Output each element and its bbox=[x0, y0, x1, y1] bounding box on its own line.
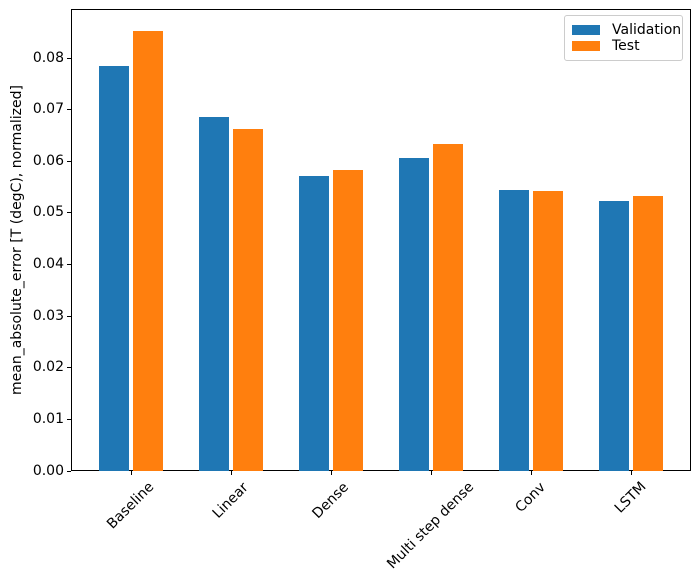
y-tick-label: 0.07 bbox=[32, 101, 64, 118]
bar-validation-conv bbox=[499, 189, 529, 471]
x-tick-label-linear: Linear bbox=[209, 479, 252, 522]
plot-area bbox=[71, 9, 691, 471]
bar-validation-multi-step-dense bbox=[399, 158, 429, 471]
y-tick-label: 0.05 bbox=[32, 204, 64, 221]
x-tick-mark bbox=[230, 471, 232, 475]
bar-validation-dense bbox=[299, 176, 329, 471]
x-tick-label-dense: Dense bbox=[309, 478, 352, 522]
y-tick-label: 0.08 bbox=[32, 49, 64, 66]
legend-item-test: Test bbox=[572, 38, 680, 54]
x-tick-label-conv: Conv bbox=[512, 479, 549, 516]
y-tick-mark bbox=[67, 315, 71, 317]
x-tick-mark bbox=[530, 471, 532, 475]
x-tick-label-lstm: LSTM bbox=[611, 478, 650, 517]
bar-test-baseline bbox=[133, 31, 163, 471]
bar-validation-baseline bbox=[99, 65, 129, 471]
bar-test-linear bbox=[233, 128, 263, 471]
y-tick-label: 0.01 bbox=[32, 410, 64, 427]
bar-validation-lstm bbox=[599, 200, 629, 471]
bar-validation-linear bbox=[199, 116, 229, 471]
y-axis-label: mean_absolute_error [T (degC), normalize… bbox=[9, 85, 25, 395]
y-tick-label: 0.00 bbox=[32, 462, 64, 479]
x-tick-mark bbox=[130, 471, 132, 475]
legend-label: Test bbox=[612, 38, 640, 54]
legend-item-validation: Validation bbox=[572, 22, 682, 38]
y-tick-mark bbox=[67, 212, 71, 214]
y-tick-mark bbox=[67, 367, 71, 369]
y-tick-label: 0.04 bbox=[32, 256, 64, 273]
legend-swatch-test bbox=[572, 41, 600, 51]
x-tick-label-baseline: Baseline bbox=[104, 478, 158, 533]
bar-test-multi-step-dense bbox=[433, 143, 463, 471]
y-tick-label: 0.02 bbox=[32, 359, 64, 376]
y-tick-mark bbox=[67, 160, 71, 162]
y-tick-mark bbox=[67, 109, 71, 111]
legend-label: Validation bbox=[612, 22, 682, 38]
bar-test-conv bbox=[533, 190, 563, 471]
legend-swatch-validation bbox=[572, 25, 600, 35]
y-tick-mark bbox=[67, 470, 71, 472]
legend: Validation Test bbox=[564, 15, 683, 61]
x-tick-mark bbox=[430, 471, 432, 475]
y-tick-label: 0.03 bbox=[32, 307, 64, 324]
y-tick-mark bbox=[67, 418, 71, 420]
x-tick-mark bbox=[630, 471, 632, 475]
y-tick-label: 0.06 bbox=[32, 152, 64, 169]
x-tick-mark bbox=[330, 471, 332, 475]
bar-test-dense bbox=[333, 169, 363, 471]
bar-test-lstm bbox=[633, 195, 663, 471]
y-tick-mark bbox=[67, 57, 71, 59]
y-tick-mark bbox=[67, 264, 71, 266]
x-tick-label-multi-step-dense: Multi step dense bbox=[384, 479, 478, 573]
